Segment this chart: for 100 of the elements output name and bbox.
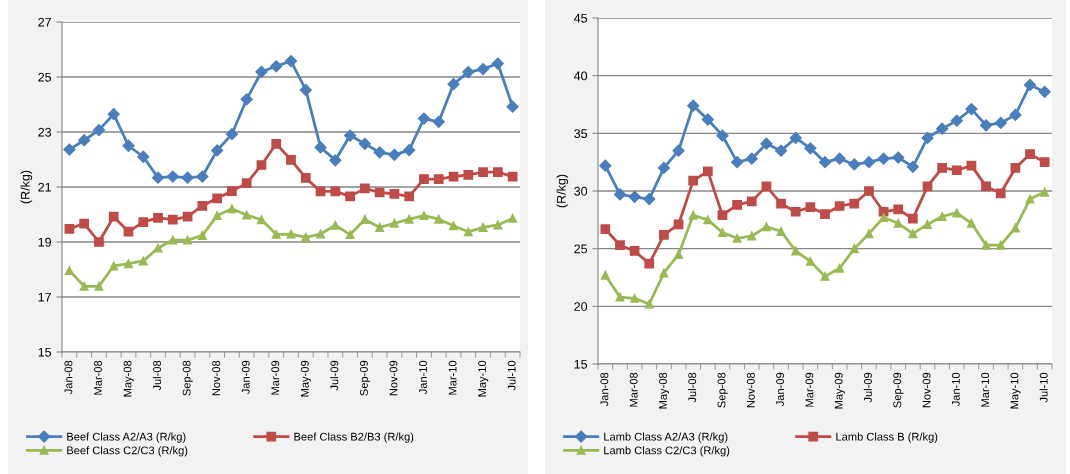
point: [893, 204, 904, 215]
point: [64, 266, 74, 276]
point: [255, 65, 268, 78]
point: [805, 256, 815, 266]
point: [644, 258, 655, 269]
point: [492, 167, 503, 178]
point: [980, 119, 993, 132]
x-tick-label: Nov-08: [746, 372, 755, 408]
point: [600, 270, 610, 280]
point: [732, 233, 742, 243]
point: [995, 188, 1006, 199]
point: [906, 160, 919, 173]
point: [893, 218, 903, 228]
point: [996, 240, 1006, 250]
x-tick-label: May-10: [478, 360, 489, 397]
x-tick-label: Jan-08: [64, 360, 73, 395]
point: [153, 243, 163, 253]
x-tick-label: Mar-08: [629, 372, 638, 407]
y-tick-label: 21: [38, 182, 51, 192]
point: [419, 211, 429, 221]
y-tick-label: 17: [38, 292, 51, 302]
point: [107, 108, 120, 121]
point: [63, 143, 76, 156]
point: [908, 213, 918, 224]
point: [329, 154, 342, 167]
point: [153, 212, 163, 223]
x-tick-label: May-08: [659, 372, 670, 409]
point: [1039, 157, 1050, 168]
point: [256, 160, 267, 170]
point: [345, 191, 355, 202]
x-tick-label: Nov-09: [389, 360, 398, 396]
point: [908, 229, 918, 239]
point: [921, 131, 934, 145]
x-tick-label: Jan-10: [419, 360, 427, 395]
x-tick-label: May-09: [834, 372, 845, 409]
point: [951, 165, 962, 176]
point: [804, 142, 817, 155]
point: [270, 60, 283, 73]
y-tick-label: 45: [573, 13, 588, 23]
point: [138, 256, 148, 266]
point: [212, 211, 222, 221]
point: [330, 186, 341, 197]
point: [790, 206, 801, 217]
point: [419, 174, 429, 184]
point: [613, 188, 627, 201]
point: [643, 192, 656, 206]
point: [314, 141, 327, 154]
point: [687, 99, 700, 112]
legend-label: Beef Class C2/C3 (R/kg): [67, 446, 188, 457]
point: [952, 208, 962, 218]
y-tick-label: 15: [38, 347, 52, 357]
x-tick-label: Mar-09: [805, 372, 814, 407]
point: [849, 198, 860, 209]
point: [123, 259, 133, 269]
point: [299, 83, 312, 97]
point: [791, 246, 801, 256]
point: [434, 214, 444, 224]
point: [167, 214, 178, 225]
point: [300, 173, 311, 183]
x-tick-label: Jan-08: [600, 372, 609, 407]
y-tick-label: 40: [573, 71, 588, 81]
point: [994, 116, 1007, 130]
point: [168, 235, 178, 245]
x-tick-label: May-08: [123, 360, 134, 397]
point: [615, 240, 625, 251]
point: [789, 131, 802, 145]
point: [937, 211, 947, 221]
point: [94, 281, 104, 291]
point: [702, 166, 713, 177]
point: [301, 232, 311, 242]
point: [731, 156, 744, 169]
point: [476, 62, 490, 76]
point: [463, 170, 474, 180]
point: [688, 175, 699, 186]
point: [877, 152, 890, 165]
point: [674, 249, 684, 259]
point: [360, 183, 370, 194]
point: [449, 221, 459, 231]
point: [862, 156, 876, 169]
x-tick-label: Sep-09: [893, 372, 904, 408]
point: [1025, 194, 1035, 204]
point: [463, 227, 473, 237]
point: [820, 209, 830, 219]
point: [316, 229, 326, 239]
x-tick-label: Sep-09: [359, 360, 371, 396]
y-tick-label: 25: [38, 72, 52, 82]
point: [864, 186, 874, 196]
point: [225, 128, 238, 141]
point: [747, 231, 757, 241]
point: [506, 100, 519, 113]
y-axis-title: (R/kg): [556, 174, 569, 208]
point: [183, 235, 193, 245]
point: [659, 268, 669, 278]
x-tick-label: Jul-10: [507, 360, 516, 391]
point: [271, 229, 281, 239]
point: [937, 163, 948, 173]
point: [462, 65, 475, 79]
point: [196, 170, 209, 183]
point: [78, 134, 91, 147]
point: [447, 78, 460, 91]
